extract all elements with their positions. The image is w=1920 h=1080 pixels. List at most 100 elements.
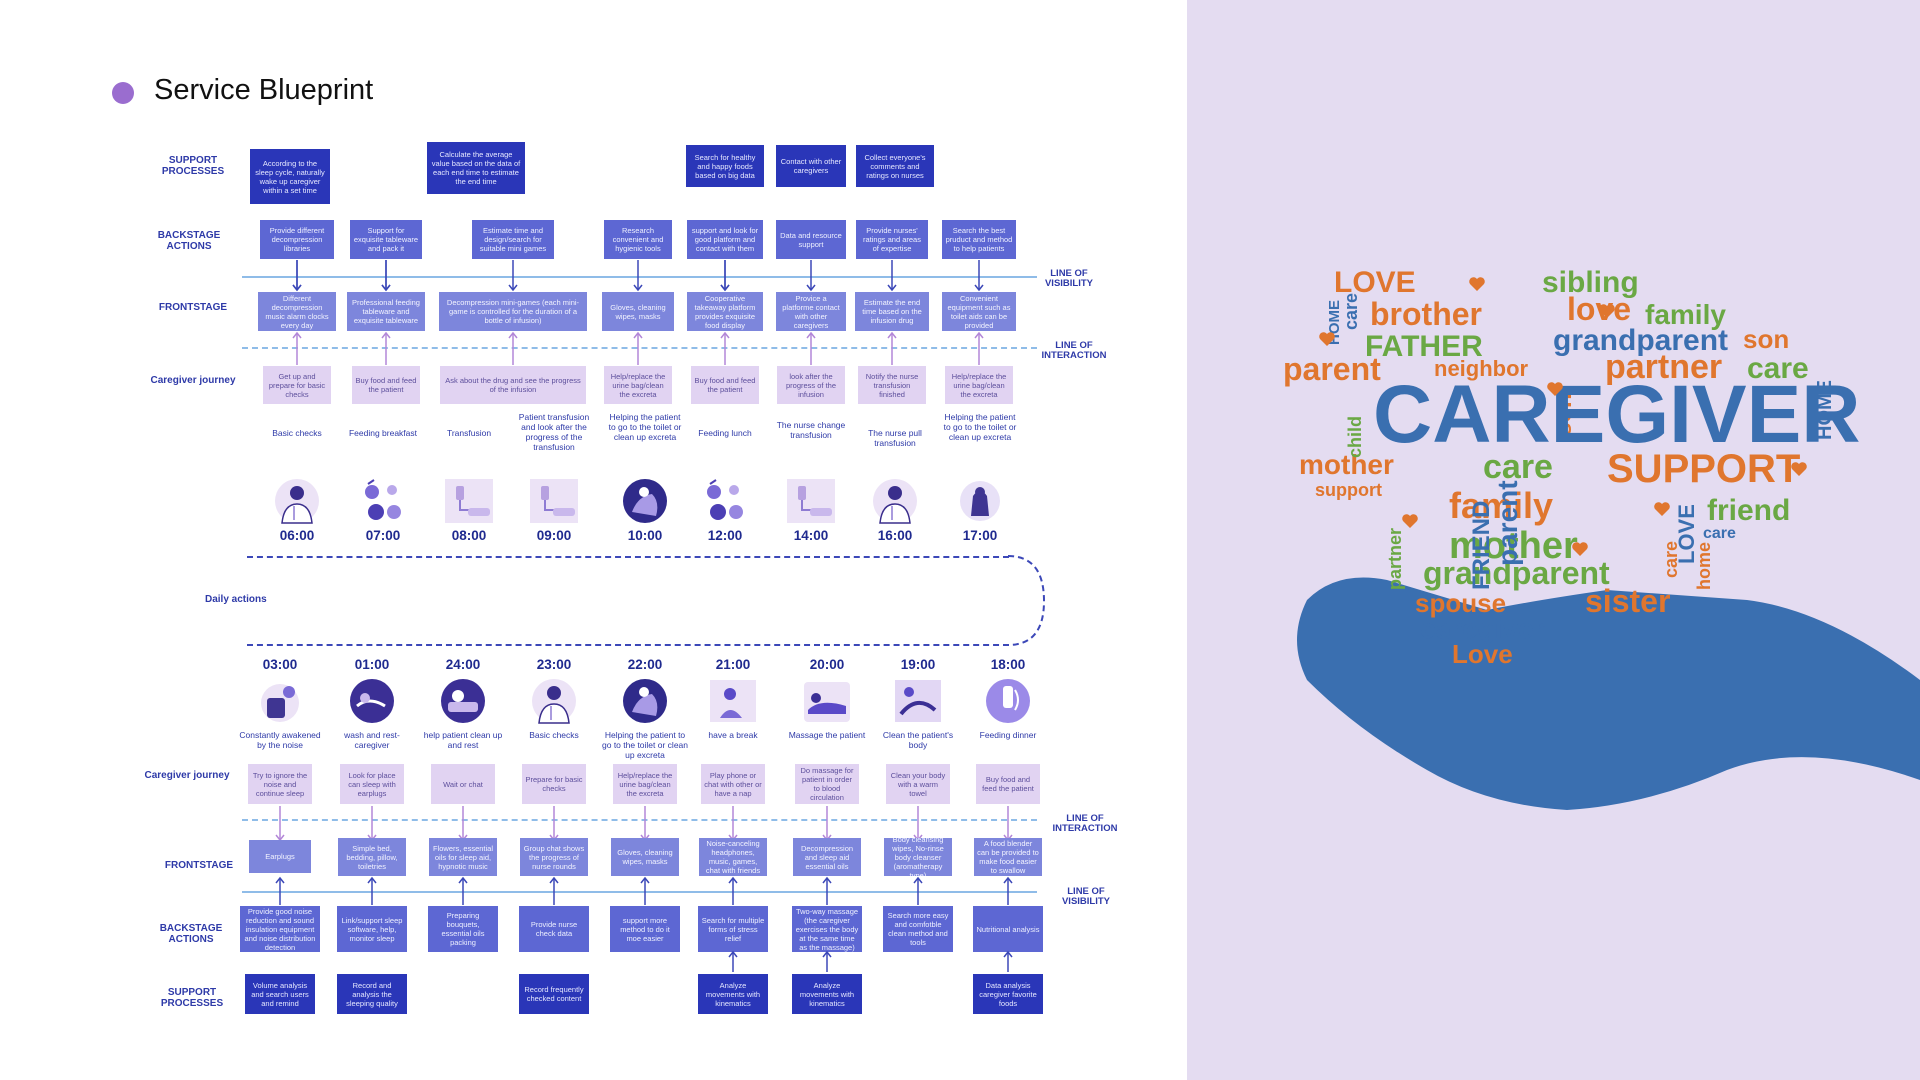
frontstage-item-bottom: Earplugs — [249, 840, 311, 873]
frontstage-item-top: Estimate the end time based on the infus… — [855, 292, 929, 331]
nurse-icon — [275, 479, 319, 524]
backstage-action-bottom: Two-way massage (the caregiver exercises… — [792, 906, 862, 952]
backstage-action-top: Provide nurses' ratings and areas of exp… — [856, 220, 928, 259]
support-process-top: Search for healthy and happy foods based… — [686, 145, 764, 187]
backstage-action-top: Support for exquisite tableware and pack… — [350, 220, 422, 259]
connector-arrow — [633, 331, 643, 365]
timeline-caption-top: The nurse change transfusion — [776, 420, 846, 440]
timeline-caption-bottom: have a break — [708, 730, 758, 740]
time-label-bottom: 03:00 — [262, 657, 298, 672]
frontstage-item-bottom: Flowers, essential oils for sleep aid, h… — [429, 838, 497, 876]
connector-arrow — [1003, 950, 1013, 972]
journey-step-top: Help/replace the urine bag/clean the exc… — [945, 366, 1013, 404]
journey-step-bottom: Play phone or chat with other or have a … — [701, 764, 765, 804]
connector-arrow — [806, 260, 816, 292]
connector-arrow — [822, 876, 832, 905]
food-icon — [707, 479, 743, 520]
time-label-top: 10:00 — [627, 528, 663, 543]
connector-arrow — [549, 806, 559, 842]
timeline-caption-bottom: help patient clean up and rest — [423, 730, 503, 750]
heart-icon — [1547, 382, 1563, 396]
journey-step-top: look after the progress of the infusion — [777, 366, 845, 404]
time-label-top: 16:00 — [877, 528, 913, 543]
backstage-action-top: Estimate time and design/search for suit… — [472, 220, 554, 259]
support-process-top: Calculate the average value based on the… — [427, 142, 525, 194]
connector-arrow — [367, 876, 377, 905]
time-label-top: 12:00 — [707, 528, 743, 543]
journey-step-bottom: Wait or chat — [431, 764, 495, 804]
cloud-word: parent — [1283, 351, 1381, 387]
backstage-action-bottom: Provide nurse check data — [519, 906, 589, 952]
connector-arrow — [887, 331, 897, 365]
backstage-action-bottom: Nutritional analysis — [973, 906, 1043, 952]
cloud-word: care — [1483, 448, 1553, 486]
timeline-caption-top: The nurse pull transfusion — [868, 428, 922, 448]
support-process-bottom: Record and analysis the sleeping quality — [337, 974, 407, 1014]
time-label-bottom: 20:00 — [809, 657, 845, 672]
cloud-word: care — [1341, 293, 1361, 330]
page-title: Service Blueprint — [154, 74, 374, 106]
timeline-caption-bottom: Constantly awakened by the noise — [239, 730, 321, 750]
timeline-caption-top: Feeding lunch — [698, 428, 752, 438]
label-caregiver-journey-top: Caregiver journey — [150, 375, 236, 386]
connector-arrow — [640, 876, 650, 905]
frontstage-item-top: Convenient equipment such as toilet aids… — [942, 292, 1016, 331]
cloud-word: LOVE — [1334, 266, 1416, 299]
heart-icon — [1791, 462, 1807, 476]
time-label-top: 09:00 — [536, 528, 572, 543]
cloud-word: home — [1694, 542, 1714, 590]
hand-icon — [1297, 577, 1920, 810]
frontstage-item-top: Gloves, cleaning wipes, masks — [602, 292, 674, 331]
time-label-bottom: 19:00 — [900, 657, 936, 672]
connector-arrow — [728, 806, 738, 842]
cloud-word: mother — [1299, 449, 1394, 480]
heart-icon — [1572, 542, 1588, 556]
time-label-top: 08:00 — [451, 528, 487, 543]
time-label-bottom: 24:00 — [445, 657, 481, 672]
connector-arrow — [913, 876, 923, 905]
journey-step-bottom: Prepare for basic checks — [522, 764, 586, 804]
timeline-caption-bottom: Clean the patient's body — [882, 730, 954, 750]
cloud-center-word: CAREGIVER — [1373, 369, 1861, 460]
cloud-word: child — [1345, 416, 1365, 458]
backstage-action-bottom: Search more easy and comfotble clean met… — [883, 906, 953, 952]
break-icon — [710, 680, 756, 722]
journey-step-bottom: Clean your body with a warm towel — [886, 764, 950, 804]
connector-arrow — [508, 331, 518, 365]
cloud-word: love — [1567, 291, 1631, 327]
time-label-top: 07:00 — [365, 528, 401, 543]
cloud-word: HOME — [1814, 380, 1836, 440]
connector-arrow — [1003, 806, 1013, 842]
noise-icon — [261, 684, 299, 722]
time-label-bottom: 23:00 — [536, 657, 572, 672]
connector-arrow — [292, 260, 302, 292]
connector-arrow — [720, 331, 730, 365]
nurse-icon — [532, 679, 576, 724]
support-process-bottom: Analyze movements with kinematics — [698, 974, 768, 1014]
heart-icon — [1599, 304, 1615, 318]
backstage-action-bottom: Link/support sleep software, help, monit… — [337, 906, 407, 952]
connector-arrow — [549, 876, 559, 905]
rest-icon — [441, 679, 485, 723]
support-process-top: Collect everyone's comments and ratings … — [856, 145, 934, 187]
backstage-action-top: Research convenient and hygienic tools — [604, 220, 672, 259]
timeline-caption-top: Basic checks — [272, 428, 322, 438]
cloud-word: Love — [1452, 639, 1513, 669]
backstage-action-top: support and look for good platform and c… — [687, 220, 763, 259]
journey-step-top: Ask about the drug and see the progress … — [440, 366, 586, 404]
cloud-word: parent — [1492, 480, 1523, 566]
line-of-interaction-top — [242, 347, 1037, 349]
time-label-top: 17:00 — [962, 528, 998, 543]
timeline-caption-top: Feeding breakfast — [348, 428, 418, 438]
connector-arrow — [887, 260, 897, 292]
timeline-caption-bottom: Massage the patient — [788, 730, 866, 740]
connector-arrow — [367, 806, 377, 842]
timeline-caption-top: Helping the patient to go to the toilet … — [943, 412, 1017, 442]
connector-arrow — [728, 876, 738, 905]
daily-actions-line-bottom — [247, 644, 1009, 646]
label-line-of-interaction-bottom: LINE OF INTERACTION — [1052, 813, 1118, 834]
frontstage-item-bottom: Noise-canceling headphones, music, games… — [699, 838, 767, 876]
backstage-action-top: Provide different decompression librarie… — [260, 220, 334, 259]
cloud-word: sister — [1585, 583, 1670, 619]
cloud-word: care — [1703, 525, 1736, 542]
